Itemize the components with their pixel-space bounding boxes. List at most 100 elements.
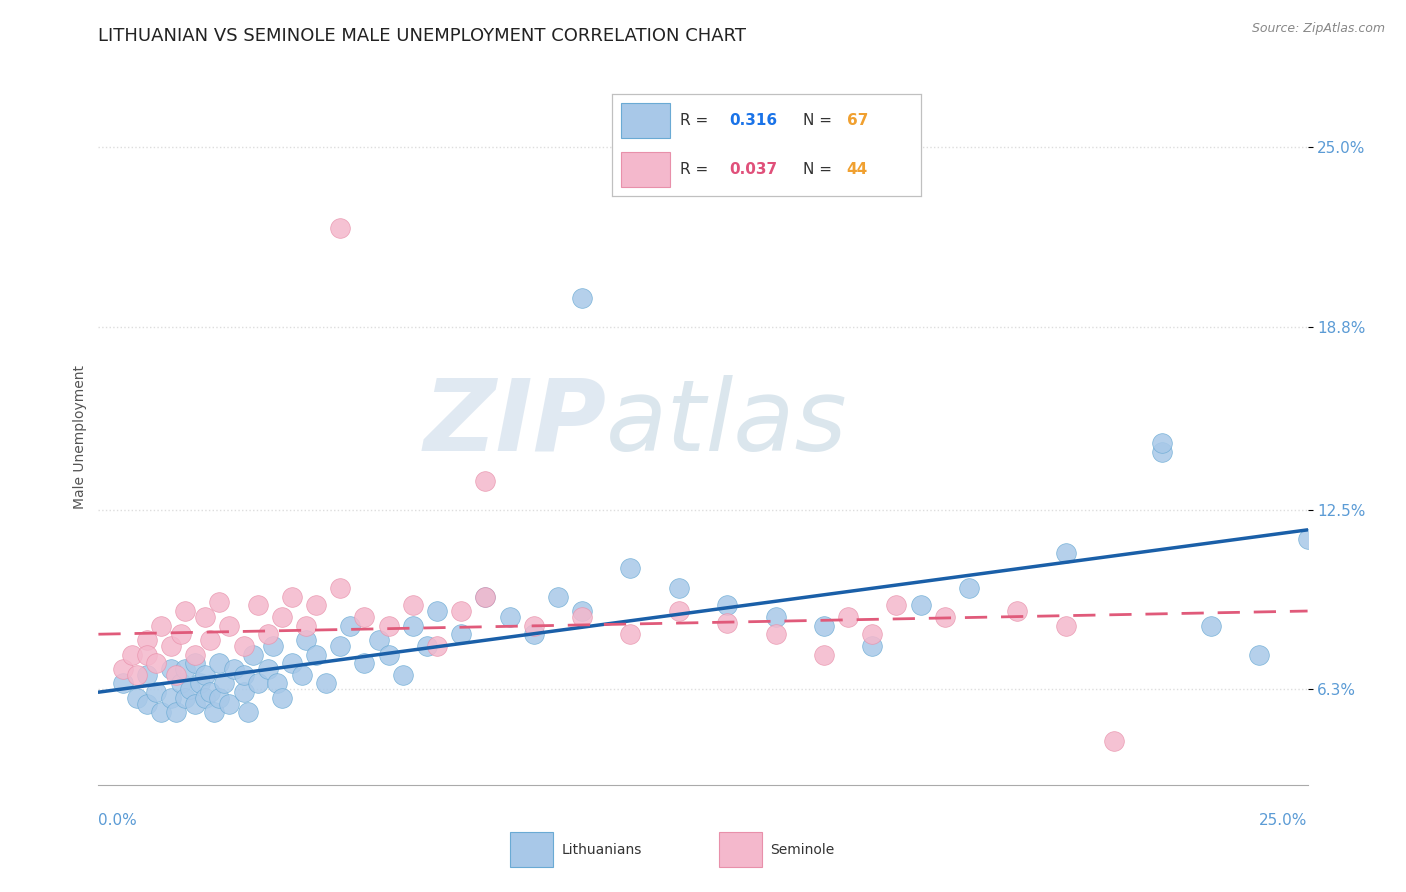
Point [262, 639, 284, 653]
Point [179, 682, 201, 697]
Point [716, 599, 738, 613]
Point [474, 474, 496, 488]
Point [208, 690, 231, 705]
Point [198, 633, 221, 648]
Point [121, 648, 143, 662]
Point [860, 627, 883, 641]
Point [860, 639, 883, 653]
Point [184, 697, 207, 711]
Point [1007, 604, 1029, 618]
Point [208, 657, 231, 671]
Point [135, 667, 157, 681]
Point [212, 676, 235, 690]
Point [247, 676, 270, 690]
Text: 25.0%: 25.0% [1260, 814, 1308, 828]
Point [295, 633, 318, 648]
Text: R =: R = [679, 112, 713, 128]
Text: 0.037: 0.037 [730, 162, 778, 178]
Point [474, 590, 496, 604]
Point [765, 627, 787, 641]
Text: 67: 67 [846, 112, 868, 128]
Point [256, 662, 278, 676]
Point [305, 648, 328, 662]
Point [934, 610, 956, 624]
Point [619, 560, 641, 574]
Point [426, 639, 449, 653]
Text: 0.0%: 0.0% [98, 814, 138, 828]
Point [402, 618, 425, 632]
Point [353, 610, 375, 624]
FancyBboxPatch shape [621, 153, 671, 187]
Point [450, 604, 472, 618]
Point [256, 627, 278, 641]
Point [232, 685, 254, 699]
Point [619, 627, 641, 641]
Point [238, 706, 260, 720]
Point [174, 604, 197, 618]
Point [886, 599, 908, 613]
Point [169, 676, 191, 690]
Point [765, 610, 787, 624]
Point [668, 604, 690, 618]
Point [160, 662, 183, 676]
Point [571, 291, 593, 305]
Point [523, 627, 546, 641]
Text: Lithuanians: Lithuanians [561, 843, 641, 856]
Point [1249, 648, 1271, 662]
Text: Source: ZipAtlas.com: Source: ZipAtlas.com [1251, 22, 1385, 36]
Point [111, 676, 134, 690]
Text: N =: N = [803, 112, 837, 128]
Point [135, 697, 157, 711]
Y-axis label: Male Unemployment: Male Unemployment [73, 365, 87, 509]
Point [1054, 618, 1077, 632]
Point [813, 648, 835, 662]
FancyBboxPatch shape [718, 832, 762, 867]
Point [160, 690, 183, 705]
Point [232, 639, 254, 653]
Point [232, 667, 254, 681]
Point [353, 657, 375, 671]
Point [218, 697, 240, 711]
Point [295, 618, 318, 632]
Point [315, 676, 337, 690]
Point [127, 690, 149, 705]
Point [188, 676, 211, 690]
Point [174, 690, 197, 705]
Point [169, 627, 191, 641]
Point [111, 662, 134, 676]
Point [377, 648, 399, 662]
Point [1102, 734, 1125, 748]
Point [150, 618, 173, 632]
Point [266, 676, 288, 690]
Point [498, 610, 520, 624]
Point [281, 590, 304, 604]
Point [571, 604, 593, 618]
Point [1152, 436, 1174, 450]
Point [305, 599, 328, 613]
Point [150, 706, 173, 720]
Point [218, 618, 240, 632]
Point [450, 627, 472, 641]
Point [329, 639, 352, 653]
Text: ZIP: ZIP [423, 375, 606, 472]
Point [1296, 532, 1319, 546]
Point [184, 657, 207, 671]
Point [474, 590, 496, 604]
Point [426, 604, 449, 618]
Point [247, 599, 270, 613]
Point [165, 667, 187, 681]
Point [194, 610, 217, 624]
Point [377, 618, 399, 632]
Point [368, 633, 391, 648]
Point [135, 633, 157, 648]
Point [204, 706, 226, 720]
Point [222, 662, 245, 676]
Point [1152, 444, 1174, 458]
Point [329, 221, 352, 235]
Point [416, 639, 439, 653]
Text: 0.316: 0.316 [730, 112, 778, 128]
Point [127, 667, 149, 681]
Point [194, 690, 217, 705]
Point [392, 667, 415, 681]
FancyBboxPatch shape [510, 832, 554, 867]
